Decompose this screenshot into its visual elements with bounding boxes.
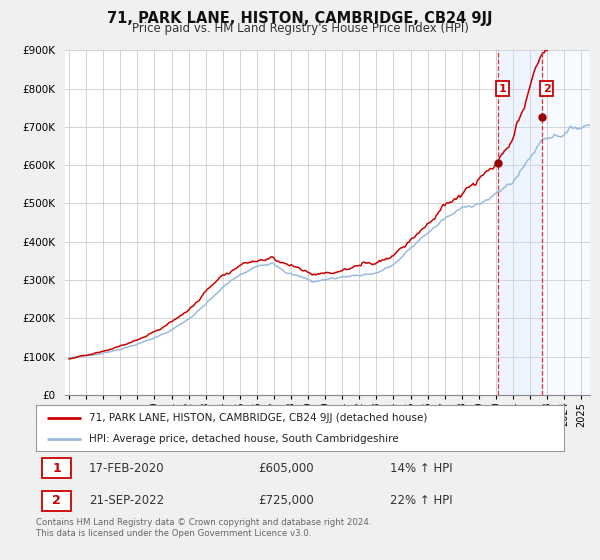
- Text: 22% ↑ HPI: 22% ↑ HPI: [390, 494, 452, 507]
- Text: 17-FEB-2020: 17-FEB-2020: [89, 462, 164, 475]
- Text: This data is licensed under the Open Government Licence v3.0.: This data is licensed under the Open Gov…: [36, 529, 311, 538]
- Text: 1: 1: [52, 462, 61, 475]
- Bar: [498, 50, 542, 395]
- FancyBboxPatch shape: [43, 491, 71, 511]
- FancyBboxPatch shape: [43, 458, 71, 478]
- Text: Price paid vs. HM Land Registry's House Price Index (HPI): Price paid vs. HM Land Registry's House …: [131, 22, 469, 35]
- Text: 1: 1: [499, 83, 506, 94]
- Text: 2: 2: [543, 83, 550, 94]
- Text: 14% ↑ HPI: 14% ↑ HPI: [390, 462, 452, 475]
- Text: £605,000: £605,000: [258, 462, 313, 475]
- Text: HPI: Average price, detached house, South Cambridgeshire: HPI: Average price, detached house, Sout…: [89, 434, 398, 444]
- Text: 21-SEP-2022: 21-SEP-2022: [89, 494, 164, 507]
- Text: Contains HM Land Registry data © Crown copyright and database right 2024.: Contains HM Land Registry data © Crown c…: [36, 518, 371, 527]
- Bar: [542, 50, 590, 395]
- Text: 71, PARK LANE, HISTON, CAMBRIDGE, CB24 9JJ: 71, PARK LANE, HISTON, CAMBRIDGE, CB24 9…: [107, 11, 493, 26]
- Text: £725,000: £725,000: [258, 494, 314, 507]
- Text: 2: 2: [52, 494, 61, 507]
- Text: 71, PARK LANE, HISTON, CAMBRIDGE, CB24 9JJ (detached house): 71, PARK LANE, HISTON, CAMBRIDGE, CB24 9…: [89, 413, 427, 423]
